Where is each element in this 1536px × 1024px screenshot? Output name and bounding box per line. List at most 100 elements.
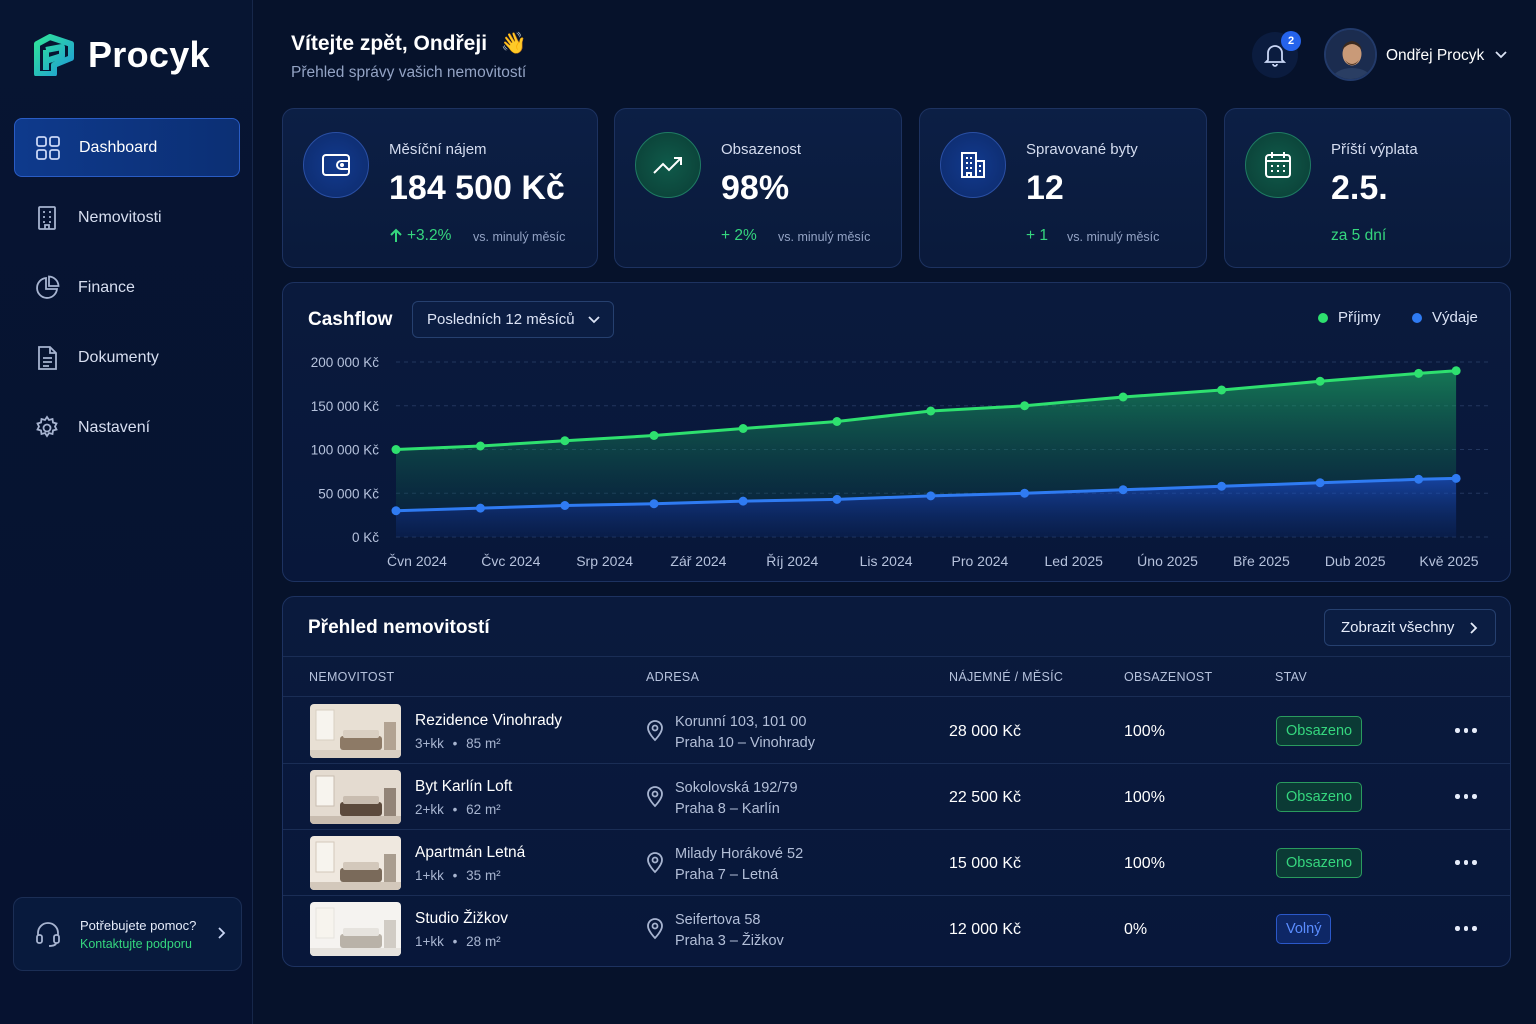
property-name[interactable]: Byt Karlín Loft [415,778,513,795]
table-row[interactable]: Studio Žižkov 1+kk • 28 m² Seifertova 58… [283,896,1510,962]
sidebar-item-label: Dashboard [79,138,158,156]
x-tick-label: Led 2025 [1045,553,1104,569]
stat-card-occupancy: Obsazenost 98% + 2% vs. minulý měsíc [614,108,902,268]
property-name[interactable]: Apartmán Letná [415,844,526,861]
legend-expense-label: Výdaje [1432,309,1478,326]
y-tick-label: 200 000 Kč [311,355,380,370]
x-tick-label: Čvc 2024 [481,553,540,569]
more-options-button[interactable] [1455,860,1477,865]
property-thumbnail[interactable] [310,770,401,824]
cashflow-chart: 0 Kč 50 000 Kč 100 000 Kč 150 000 Kč 200 000… [311,355,1491,569]
welcome-text: Vítejte zpět, Ondřeji [291,32,488,55]
stat-delta: + 2% [721,227,757,244]
view-all-label: Zobrazit všechny [1341,619,1455,636]
support-title: Potřebujete pomoc? [80,917,197,933]
sidebar: Procyk Dashboard Nemovitosti Finance [0,0,253,1024]
meta-separator: • [452,868,458,883]
arrow-up-icon [390,228,402,242]
legend-income: Příjmy [1318,309,1381,326]
column-header[interactable]: NEMOVITOST [309,670,395,684]
stat-delta: +3.2% [389,227,451,245]
address-line-1: Milady Horákové 52 [675,846,804,862]
income-point [475,441,485,451]
logo[interactable]: Procyk [34,34,210,76]
grid-icon [36,135,60,160]
rent-value: 15 000 Kč [949,855,1022,872]
property-thumbnail[interactable] [310,902,401,956]
property-name[interactable]: Rezidence Vinohrady [415,712,563,729]
more-options-button[interactable] [1455,926,1477,931]
chevron-down-icon [587,315,600,323]
support-card[interactable]: Potřebujete pomoc? Kontaktujte podporu [13,897,242,971]
meta-separator: • [452,802,458,817]
page-title: Vítejte zpět, Ondřeji 👋 [291,32,527,56]
stat-label: Měsíční nájem [389,141,487,158]
column-header[interactable]: NÁJEMNÉ / MĚSÍC [949,670,1064,684]
sidebar-item-dashboard[interactable]: Dashboard [14,118,240,177]
expense-point [1020,488,1030,498]
headset-icon [36,922,60,947]
expense-point [738,496,748,506]
wave-emoji: 👋 [500,32,528,55]
period-select[interactable]: Posledních 12 měsíců [412,301,614,338]
address-line-2: Praha 10 – Vinohrady [675,735,816,751]
address-line-1: Seifertova 58 [675,912,761,928]
chevron-down-icon[interactable] [1494,49,1508,61]
avatar[interactable] [1324,28,1377,81]
sidebar-item-finance[interactable]: Finance [14,258,240,317]
x-tick-label: Pro 2024 [951,553,1008,569]
income-point [1217,385,1227,395]
sidebar-item-nastaveni[interactable]: Nastavení [14,398,240,457]
table-row[interactable]: Byt Karlín Loft 2+kk • 62 m² Sokolovská … [283,764,1510,830]
column-header[interactable]: STAV [1275,670,1307,684]
property-area: 35 m² [466,868,501,883]
property-rooms: 3+kk [415,736,444,751]
status-badge: Obsazeno [1276,782,1363,812]
property-rooms: 1+kk [415,934,444,949]
income-point [391,445,401,454]
x-tick-label: Lis 2024 [860,553,913,569]
property-thumbnail[interactable] [310,836,401,890]
property-meta: 3+kk • 85 m² [415,736,501,751]
x-tick-label: Dub 2025 [1325,553,1386,569]
expense-point [1451,473,1461,483]
stat-value: 12 [1026,169,1064,207]
support-link[interactable]: Kontaktujte podporu [80,936,192,951]
y-tick-label: 150 000 Kč [311,399,380,414]
app-name: Procyk [88,34,210,75]
rent-value: 12 000 Kč [949,921,1022,938]
column-header[interactable]: ADRESA [646,670,700,684]
x-tick-label: Bře 2025 [1233,553,1290,569]
more-options-button[interactable] [1455,728,1477,733]
x-tick-label: Kvě 2025 [1419,553,1478,569]
stat-value: 184 500 Kč [389,169,565,207]
table-row[interactable]: Rezidence Vinohrady 3+kk • 85 m² Korunní… [283,698,1510,764]
cashflow-card: 0 Kč 50 000 Kč 100 000 Kč 150 000 Kč 200 000… [282,282,1511,582]
address-line-2: Praha 8 – Karlín [675,801,780,817]
status-badge: Volný [1276,914,1332,944]
more-options-button[interactable] [1455,794,1477,799]
address-line-1: Korunní 103, 101 00 [675,714,807,730]
sidebar-item-nemovitosti[interactable]: Nemovitosti [14,188,240,247]
sidebar-item-dokumenty[interactable]: Dokumenty [14,328,240,387]
sidebar-nav: Dashboard Nemovitosti Finance Dokumenty [14,118,240,468]
income-point [649,431,659,440]
property-meta: 1+kk • 28 m² [415,934,501,949]
column-header[interactable]: OBSAZENOST [1124,670,1213,684]
table-row[interactable]: Apartmán Letná 1+kk • 35 m² Milady Horák… [283,830,1510,896]
property-thumbnail[interactable] [310,704,401,758]
building-icon [940,132,1006,198]
properties-card: Přehled nemovitostí Zobrazit všechny NEM… [282,596,1511,967]
logo-icon [34,34,74,76]
location-pin-icon [647,720,663,742]
properties-title: Přehled nemovitostí [308,617,490,638]
view-all-button[interactable]: Zobrazit všechny [1324,609,1496,646]
stat-label: Obsazenost [721,141,802,158]
property-name[interactable]: Studio Žižkov [415,910,509,927]
status-badge: Obsazeno [1276,848,1363,878]
x-tick-label: Srp 2024 [576,553,633,569]
user-name[interactable]: Ondřej Procyk [1386,47,1485,64]
stat-comparison: vs. minulý měsíc [473,230,566,244]
stat-comparison: vs. minulý měsíc [1067,230,1160,244]
avatar-image [1326,30,1375,79]
